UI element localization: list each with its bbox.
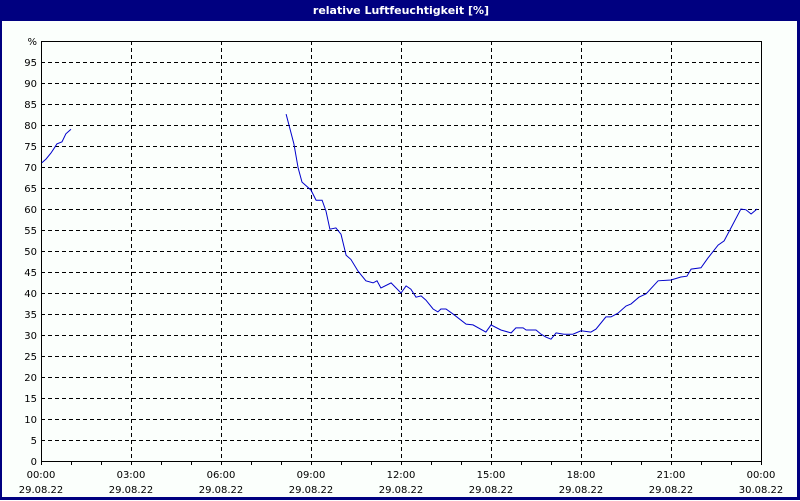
x-tick-time: 00:00 [27,470,56,481]
x-tick-time: 06:00 [207,470,236,481]
x-tick-time: 00:00 [747,470,776,481]
x-tick-date: 29.08.22 [559,485,604,496]
chart-title: relative Luftfeuchtigkeit [%] [1,1,800,21]
x-tick-date: 29.08.22 [109,485,154,496]
x-tick-date: 29.08.22 [289,485,334,496]
y-tick-label: 75 [24,142,37,153]
y-tick-label: 55 [24,226,37,237]
y-tick-label: 85 [24,100,37,111]
humidity-line [41,128,72,164]
axes [41,41,762,465]
y-tick-label: 15 [24,394,37,405]
y-tick-label: 40 [24,289,37,300]
y-tick-label: 70 [24,163,37,174]
x-tick-date: 29.08.22 [379,485,424,496]
x-tick-time: 09:00 [297,470,326,481]
y-tick-label: 5 [31,436,37,447]
x-tick-date: 29.08.22 [649,485,694,496]
grid-lines [41,41,761,461]
y-tick-label: 80 [24,121,37,132]
x-tick-date: 30.08.22 [739,485,784,496]
x-tick-date: 29.08.22 [469,485,514,496]
x-tick-date: 29.08.22 [199,485,244,496]
x-axis-labels: 00:00 29.08.22 03:00 29.08.22 06:00 29.08.22 0… [19,470,784,496]
humidity-line [285,113,758,340]
y-tick-label: 50 [24,247,37,258]
y-tick-label: 20 [24,373,37,384]
y-tick-label: 25 [24,352,37,363]
y-tick-label: % [27,37,37,48]
x-tick-time: 21:00 [657,470,686,481]
y-tick-label: 90 [24,79,37,90]
y-tick-label: 65 [24,184,37,195]
x-tick-date: 29.08.22 [19,485,64,496]
x-tick-time: 03:00 [117,470,146,481]
y-tick-label: 10 [24,415,37,426]
x-tick-time: 18:00 [567,470,596,481]
y-tick-label: 0 [31,457,37,468]
y-tick-label: 30 [24,331,37,342]
y-tick-label: 95 [24,58,37,69]
x-tick-time: 12:00 [387,470,416,481]
y-axis-labels: 0 5 10 15 20 25 30 35 40 45 50 55 60 65 70 75 80 85 90 95% [24,37,37,468]
humidity-series [41,113,758,340]
y-tick-label: 60 [24,205,37,216]
y-tick-label: 35 [24,310,37,321]
y-tick-label: 45 [24,268,37,279]
x-tick-time: 15:00 [477,470,506,481]
chart-frame [1,21,799,499]
